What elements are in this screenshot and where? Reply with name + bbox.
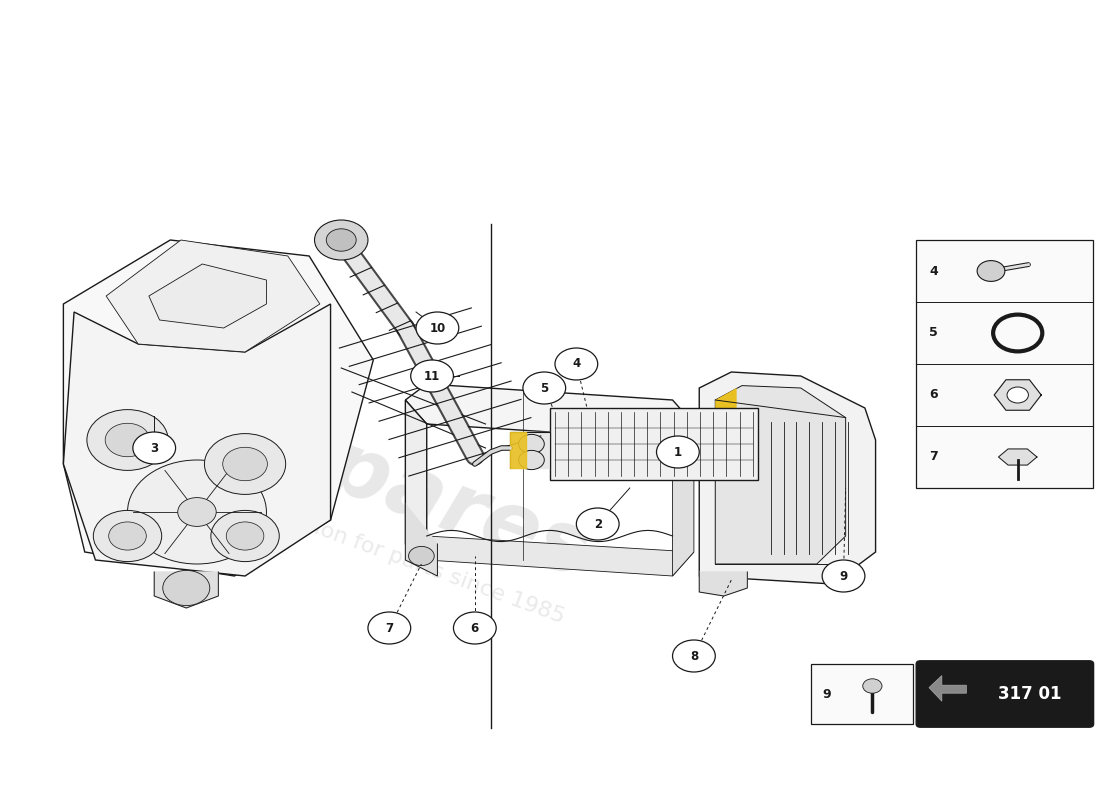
Text: 1: 1 <box>674 446 682 458</box>
Polygon shape <box>406 400 427 560</box>
Circle shape <box>109 522 146 550</box>
Polygon shape <box>672 424 694 576</box>
Text: 9: 9 <box>839 570 848 582</box>
Polygon shape <box>406 384 694 440</box>
Circle shape <box>416 312 459 344</box>
Polygon shape <box>700 572 747 596</box>
Circle shape <box>94 510 162 562</box>
Polygon shape <box>999 449 1037 465</box>
Circle shape <box>1006 387 1028 403</box>
Circle shape <box>453 612 496 644</box>
Circle shape <box>657 436 700 468</box>
Polygon shape <box>154 572 218 608</box>
Text: 4: 4 <box>930 265 938 278</box>
Text: 8: 8 <box>690 650 698 662</box>
Circle shape <box>522 372 565 404</box>
Circle shape <box>315 220 368 260</box>
Circle shape <box>672 640 715 672</box>
Circle shape <box>133 432 176 464</box>
Polygon shape <box>715 388 737 420</box>
Circle shape <box>227 522 264 550</box>
FancyBboxPatch shape <box>550 408 758 480</box>
Circle shape <box>106 423 150 457</box>
Circle shape <box>556 348 597 380</box>
Circle shape <box>163 570 210 606</box>
Text: 4: 4 <box>572 358 581 370</box>
Polygon shape <box>510 432 526 468</box>
Circle shape <box>211 510 279 562</box>
Text: a passion for parts since 1985: a passion for parts since 1985 <box>244 493 568 627</box>
Polygon shape <box>715 386 846 564</box>
Polygon shape <box>700 372 876 584</box>
Circle shape <box>576 508 619 540</box>
FancyBboxPatch shape <box>916 240 1092 488</box>
Circle shape <box>128 460 266 564</box>
Text: 7: 7 <box>385 622 394 634</box>
Circle shape <box>822 560 865 592</box>
Circle shape <box>862 678 882 693</box>
Circle shape <box>222 447 267 481</box>
Polygon shape <box>427 536 694 576</box>
Text: 2: 2 <box>594 518 602 530</box>
Polygon shape <box>930 675 967 701</box>
Circle shape <box>410 360 453 392</box>
Polygon shape <box>106 240 320 352</box>
Polygon shape <box>510 432 550 468</box>
Circle shape <box>368 612 410 644</box>
Text: eurospares: eurospares <box>60 332 601 596</box>
Circle shape <box>205 434 286 494</box>
Circle shape <box>408 546 435 566</box>
Text: 317 01: 317 01 <box>999 685 1062 703</box>
Circle shape <box>327 229 356 251</box>
Circle shape <box>977 261 1005 282</box>
Text: 11: 11 <box>424 370 440 382</box>
Circle shape <box>87 410 168 470</box>
Text: 6: 6 <box>930 389 937 402</box>
Circle shape <box>178 498 217 526</box>
Polygon shape <box>148 264 266 328</box>
Polygon shape <box>64 240 373 576</box>
Polygon shape <box>64 304 331 576</box>
Text: 9: 9 <box>822 687 830 701</box>
Text: 5: 5 <box>930 326 938 339</box>
Text: 5: 5 <box>540 382 549 394</box>
Circle shape <box>518 450 544 470</box>
Text: 6: 6 <box>471 622 478 634</box>
Text: 3: 3 <box>151 442 158 454</box>
Text: 7: 7 <box>930 450 938 463</box>
FancyBboxPatch shape <box>916 661 1093 727</box>
FancyBboxPatch shape <box>812 664 913 724</box>
Circle shape <box>518 434 544 454</box>
Text: 10: 10 <box>429 322 446 334</box>
Polygon shape <box>406 504 438 576</box>
Polygon shape <box>994 380 1042 410</box>
